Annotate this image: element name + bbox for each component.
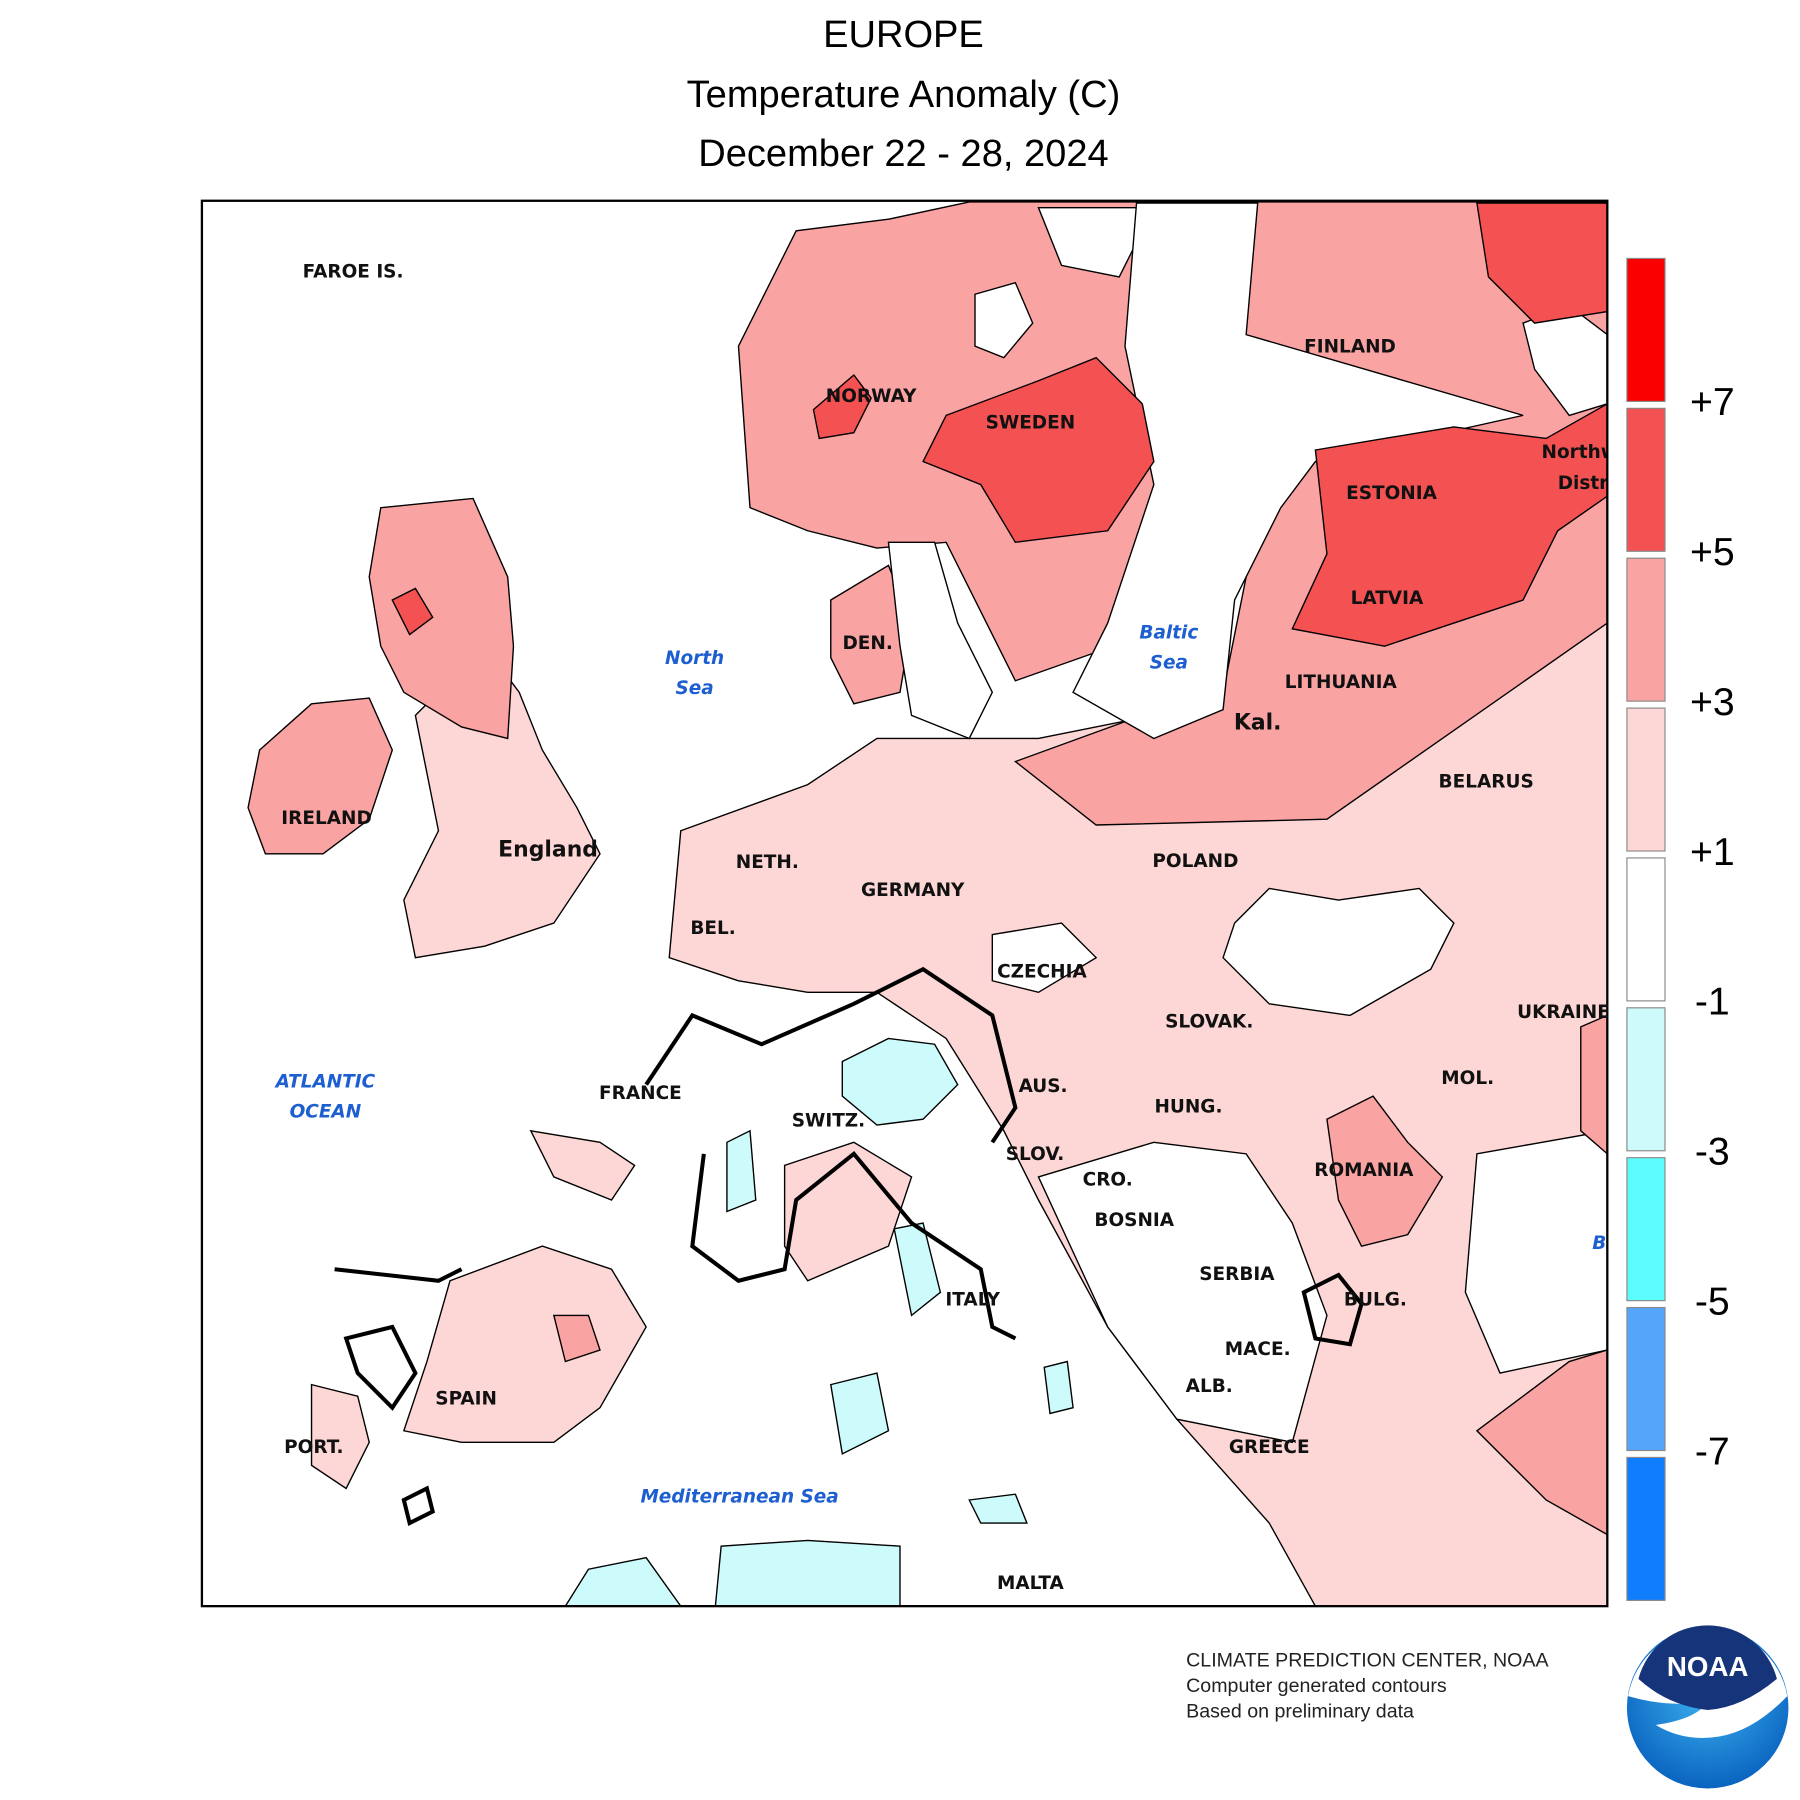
- map-label: NORWAY: [826, 386, 917, 407]
- map-label: SLOVAK.: [1165, 1011, 1253, 1032]
- map-label: Distri: [1558, 473, 1615, 494]
- map-label: IRELAND: [281, 808, 371, 829]
- map-label: MOL.: [1441, 1068, 1494, 1089]
- credit: CLIMATE PREDICTION CENTER, NOAA: [1186, 1650, 1549, 1672]
- noaa-logo: NOAA: [1626, 1625, 1789, 1789]
- credit: Based on preliminary data: [1186, 1700, 1414, 1722]
- legend-swatch: [1626, 1157, 1666, 1302]
- map-label: CZECHIA: [997, 962, 1087, 983]
- legend-swatch: [1626, 407, 1666, 552]
- period: December 22 - 28, 2024: [698, 133, 1108, 175]
- legend-tick-label: +5: [1690, 530, 1735, 574]
- credit: Computer generated contours: [1186, 1675, 1447, 1697]
- map-label: LATVIA: [1351, 588, 1424, 609]
- legend-tick-label: +3: [1690, 680, 1735, 724]
- legend-tick-label: -1: [1695, 980, 1730, 1024]
- country-labels: FAROE IS. NORWAY SWEDEN FINLAND ESTONIA …: [281, 261, 1610, 1594]
- map-label: FAROE IS.: [303, 261, 404, 282]
- map-label: BOSNIA: [1094, 1210, 1174, 1231]
- map-label: LITHUANIA: [1285, 672, 1398, 693]
- map-label: HUNG.: [1154, 1097, 1222, 1118]
- legend: +7 +5 +3 +1 -1 -3 -5 -7: [1626, 257, 1735, 1601]
- map-label: BELARUS: [1439, 771, 1534, 792]
- map-label: MALTA: [997, 1573, 1065, 1594]
- sea-label: OCEAN: [290, 1101, 362, 1122]
- legend-swatch: [1626, 1456, 1666, 1601]
- map-label: BULG.: [1344, 1289, 1407, 1310]
- sea-label: Mediterranean Sea: [640, 1487, 838, 1508]
- legend-tick-label: +7: [1690, 380, 1735, 424]
- sea-label: Sea: [1150, 652, 1188, 673]
- map-label: FRANCE: [599, 1083, 682, 1104]
- map-label: AUS.: [1019, 1076, 1068, 1097]
- map-label: SERBIA: [1199, 1264, 1275, 1285]
- logo-text: NOAA: [1667, 1651, 1749, 1682]
- map-label: ALB.: [1186, 1376, 1233, 1397]
- map-label: UKRAINE: [1517, 1002, 1610, 1023]
- sea-labels: North Sea Baltic Sea ATLANTIC OCEAN Medi…: [274, 622, 1199, 1507]
- map-label: DEN.: [842, 633, 892, 654]
- map-label: SLOV.: [1006, 1144, 1065, 1165]
- sea-label: Sea: [675, 678, 713, 699]
- sea-label: ATLANTIC: [274, 1071, 376, 1092]
- map-frame: [200, 199, 1609, 1608]
- legend-swatch: [1626, 1007, 1666, 1152]
- map-label: SWITZ.: [792, 1111, 866, 1132]
- map-label: MACE.: [1225, 1339, 1291, 1360]
- map-label: PORT.: [284, 1437, 343, 1458]
- legend-swatch: [1626, 1306, 1666, 1452]
- map-label: ROMANIA: [1314, 1160, 1414, 1181]
- map-label: Kal.: [1234, 710, 1282, 735]
- sea-label: B: [1592, 1233, 1606, 1254]
- map-label: SPAIN: [435, 1389, 497, 1410]
- map-label: FINLAND: [1304, 336, 1396, 357]
- map-label: BEL.: [690, 918, 735, 939]
- map-label: GERMANY: [861, 880, 965, 901]
- map-label: England: [498, 837, 598, 862]
- legend-tick-label: -3: [1695, 1130, 1730, 1174]
- legend-tick-label: -5: [1695, 1279, 1730, 1323]
- map-label: CRO.: [1083, 1169, 1133, 1190]
- map-label: ITALY: [945, 1289, 1000, 1310]
- sea-label: North: [665, 648, 724, 669]
- legend-tick-label: -7: [1695, 1429, 1730, 1473]
- map-label: NETH.: [736, 852, 799, 873]
- legend-swatch: [1626, 257, 1666, 402]
- map-label: ESTONIA: [1346, 483, 1437, 504]
- subtitle: Temperature Anomaly (C): [687, 74, 1121, 116]
- legend-swatch: [1626, 707, 1666, 852]
- map: Northw Distri B: [201, 200, 1618, 1607]
- legend-swatch: [1626, 557, 1666, 702]
- map-label: SWEDEN: [986, 412, 1076, 433]
- sea-label: Baltic: [1139, 622, 1198, 643]
- map-label: Northw: [1542, 442, 1618, 463]
- title: EUROPE: [823, 14, 984, 56]
- map-label: POLAND: [1152, 851, 1238, 872]
- map-label: GREECE: [1229, 1437, 1310, 1458]
- legend-swatch: [1626, 857, 1666, 1002]
- legend-tick-label: +1: [1690, 830, 1735, 874]
